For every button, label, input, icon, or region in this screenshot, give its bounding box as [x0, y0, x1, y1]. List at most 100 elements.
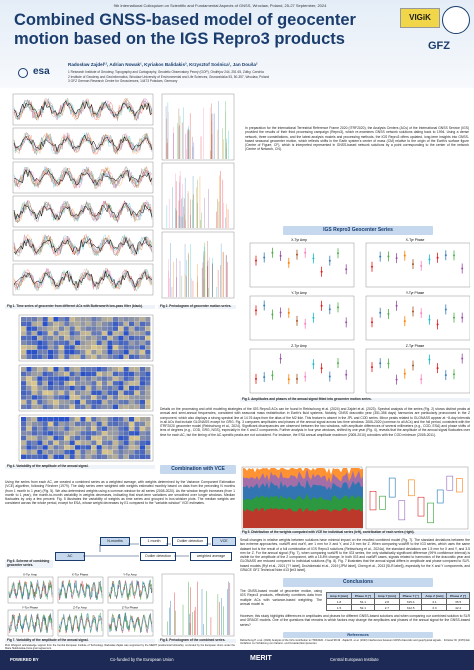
heat-cell: [107, 399, 113, 405]
heat-cell: [48, 376, 54, 381]
heat-cell: [75, 435, 81, 441]
heat-cell: [75, 395, 81, 400]
point: [395, 378, 398, 381]
heat-cell: [145, 321, 151, 327]
heat-cell: [139, 321, 145, 327]
series-line: [13, 202, 153, 221]
heat-cell: [53, 381, 59, 386]
section-banner: Conclusions: [283, 578, 433, 587]
heat-cell: [112, 395, 118, 400]
point: [371, 366, 373, 369]
heat-cell: [69, 421, 75, 427]
heat-cell: [129, 417, 135, 422]
heat-cell: [134, 385, 140, 391]
point: [436, 323, 439, 326]
heat-cell: [75, 326, 81, 331]
heat-cell: [129, 421, 135, 427]
heat-cell: [91, 399, 97, 405]
point: [453, 254, 455, 257]
heat-cell: [134, 354, 140, 360]
heat-cell: [112, 399, 118, 405]
heat-cell: [53, 426, 59, 431]
heat-cell: [26, 395, 32, 400]
heat-cell: [123, 381, 129, 386]
heat-cell: [118, 381, 124, 386]
heat-cell: [96, 421, 102, 427]
heat-cell: [118, 345, 124, 350]
heat-cell: [102, 317, 108, 322]
heat-cell: [96, 390, 102, 395]
heat-cell: [80, 317, 86, 322]
point: [436, 256, 439, 259]
heat-cell: [96, 381, 102, 386]
point: [453, 316, 455, 319]
heat-cell: [139, 390, 145, 395]
heat-cell: [21, 354, 27, 360]
heat-cell: [37, 421, 43, 427]
footer-item: MERIT: [250, 655, 272, 662]
panel-title: Z-Tyr Phase: [122, 606, 139, 610]
heat-cell: [42, 421, 48, 427]
flow-node: 1 month: [140, 537, 168, 546]
heat-cell: [64, 376, 70, 381]
heat-cell: [91, 390, 97, 395]
conclusions-table: Amp X [mm] Phase X [°] Amp Y [mm] Phase Y […: [325, 592, 470, 611]
heat-cell: [112, 390, 118, 395]
series-line: [13, 201, 153, 224]
heat-cell: [145, 367, 151, 372]
heat-cell: [53, 417, 59, 422]
heat-cell: [21, 371, 27, 377]
heat-cell: [139, 376, 145, 381]
heat-cell: [37, 340, 43, 345]
heat-cell: [129, 367, 135, 372]
series-line: [13, 234, 153, 256]
heat-cell: [53, 449, 59, 455]
heat-cell: [139, 385, 145, 391]
heat-cell: [37, 445, 43, 450]
table-cell: 1.5: [325, 604, 353, 611]
conclusions-text: However, this study highlights differenc…: [240, 614, 470, 627]
series-line: [108, 579, 153, 599]
heat-cell: [26, 421, 32, 427]
heat-cell: [139, 335, 145, 341]
caption: Fig 7. Variability of the amplitude of t…: [5, 638, 155, 643]
heat-cell: [31, 335, 37, 341]
heat-cell: [102, 431, 108, 436]
heat-cell: [112, 326, 118, 331]
point: [420, 312, 423, 315]
heat-cell: [80, 431, 86, 436]
heat-cell: [80, 326, 86, 331]
heat-cell: [42, 435, 48, 441]
heat-cell: [69, 435, 75, 441]
heat-cell: [37, 349, 43, 355]
heat-cell: [102, 440, 108, 445]
point: [312, 363, 315, 366]
heat-cell: [53, 390, 59, 395]
heat-cell: [134, 440, 140, 445]
logo: esa: [33, 66, 50, 77]
heat-cell: [134, 367, 140, 372]
heat-cell: [21, 445, 27, 450]
heat-cell: [102, 421, 108, 427]
heat-cell: [134, 331, 140, 336]
heat-cell: [21, 376, 27, 381]
heat-cell: [145, 421, 151, 427]
heat-cell: [48, 449, 54, 455]
heat-cell: [53, 331, 59, 336]
heat-cell: [123, 376, 129, 381]
heat-cell: [96, 317, 102, 322]
heat-cell: [75, 399, 81, 405]
heat-cell: [69, 371, 75, 377]
heat-cell: [69, 440, 75, 445]
heat-cell: [145, 381, 151, 386]
heat-cell: [107, 404, 113, 410]
heat-cell: [139, 381, 145, 386]
heat-cell: [145, 454, 151, 460]
heat-cell: [31, 431, 37, 436]
heat-cell: [58, 349, 64, 355]
heat-cell: [107, 454, 113, 460]
heat-cell: [107, 376, 113, 381]
heat-cell: [91, 440, 97, 445]
heat-cell: [118, 385, 124, 391]
heat-cell: [139, 354, 145, 360]
